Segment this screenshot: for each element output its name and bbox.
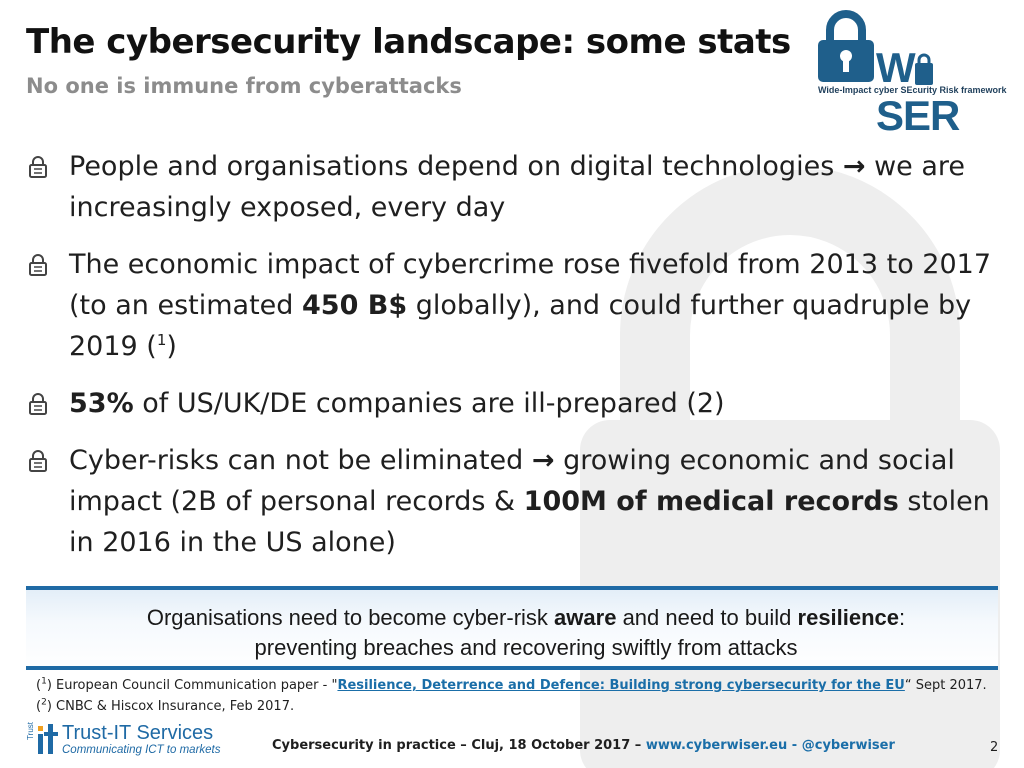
- footnote-1: (1) European Council Communication paper…: [36, 676, 987, 693]
- footnote-2: (2) CNBC & Hiscox Insurance, Feb 2017.: [36, 697, 295, 714]
- footer-separator: -: [791, 738, 798, 753]
- right-arrow-icon: →: [531, 445, 555, 476]
- wiser-lock-logo-icon: [818, 10, 874, 82]
- callout-text-part: :: [899, 605, 906, 630]
- padlock-bullet-icon: [29, 254, 47, 276]
- footer-event-text: Cybersecurity in practice – Cluj, 18 Oct…: [272, 738, 642, 753]
- bullet-text: People and organisations depend on digit…: [69, 151, 835, 182]
- callout-text-part: and need to build: [622, 605, 792, 630]
- padlock-bullet-icon: [29, 450, 47, 472]
- callout-bottom-rule: [26, 666, 998, 670]
- callout-text-part: Organisations need to become cyber-risk: [146, 605, 548, 630]
- bullet-text: globally), and could further quadruple b…: [69, 290, 972, 362]
- footer-twitter-handle[interactable]: @cyberwiser: [801, 738, 895, 753]
- footnote-number: 1: [41, 676, 47, 687]
- padlock-bullet-icon: [29, 393, 47, 415]
- footnote-paren: (: [36, 678, 42, 693]
- footer-event: Cybersecurity in practice – Cluj, 18 Oct…: [272, 738, 895, 753]
- wiser-logo-i-lock-icon: [915, 53, 933, 85]
- footnote-paren: (: [36, 699, 42, 714]
- trust-it-logo[interactable]: Trust Trust-IT Services Communicating IC…: [26, 720, 246, 760]
- bullet-text: we are increasingly exposed, every day: [69, 151, 966, 223]
- callout-text: Organisations need to become cyber-risk …: [26, 603, 1024, 663]
- wiser-logo-word: W SER: [876, 44, 960, 139]
- trust-it-mark-icon: [38, 724, 58, 754]
- bullet-text: ): [166, 331, 177, 362]
- footnote-paren: ): [46, 699, 52, 714]
- footer-website-link[interactable]: www.cyberwiser.eu: [645, 738, 788, 753]
- wiser-logo[interactable]: W SER Wide-Impact cyber SEcurity Risk fr…: [816, 8, 1007, 139]
- bullet-text: of US/UK/DE companies are ill-prepared (…: [142, 388, 725, 419]
- trust-it-tagline: Communicating ICT to markets: [62, 744, 221, 756]
- bullet-text: Cyber-risks can not be eliminated: [69, 445, 524, 476]
- footnote-ref: 1: [156, 331, 167, 349]
- bullet-text: growing economic and social impact (2B o…: [69, 445, 955, 517]
- footnote-number: 2: [41, 697, 47, 708]
- callout-highlight: resilience: [797, 605, 900, 630]
- callout-highlight: aware: [554, 605, 617, 630]
- trust-it-name: Trust-IT Services: [62, 722, 214, 744]
- bullet-item: People and organisations depend on digit…: [26, 146, 1006, 228]
- slide-title: The cybersecurity landscape: some stats: [26, 22, 791, 62]
- page-number: 2: [990, 740, 999, 755]
- callout-top-rule: [26, 586, 998, 590]
- bullet-highlight: 53%: [69, 388, 134, 419]
- bullet-item: Cyber-risks can not be eliminated → grow…: [26, 440, 1006, 563]
- footnote-text: “ Sept 2017.: [904, 678, 987, 693]
- footnote-text: European Council Communication paper - ": [56, 678, 338, 693]
- right-arrow-icon: →: [842, 151, 866, 182]
- callout-band: [26, 590, 998, 668]
- footnote-link[interactable]: Resilience, Deterrence and Defence: Buil…: [337, 678, 905, 693]
- bullet-list: People and organisations depend on digit…: [26, 146, 1006, 579]
- bullet-highlight: 450 B$: [302, 290, 408, 321]
- bullet-text: stolen in 2016 in the US alone): [69, 486, 990, 558]
- padlock-bullet-icon: [29, 156, 47, 178]
- footnote-paren: ): [46, 678, 52, 693]
- bullet-item: 53% of US/UK/DE companies are ill-prepar…: [26, 383, 1006, 424]
- footnote-text: CNBC & Hiscox Insurance, Feb 2017.: [56, 699, 295, 714]
- wiser-logo-tagline: Wide-Impact cyber SEcurity Risk framewor…: [818, 85, 1007, 95]
- slide-subtitle: No one is immune from cyberattacks: [26, 74, 462, 98]
- bullet-item: The economic impact of cybercrime rose f…: [26, 244, 1006, 367]
- bullet-text: The economic impact of cybercrime rose f…: [69, 249, 992, 321]
- trust-it-vertical-text: Trust: [26, 722, 35, 740]
- bullet-highlight: 100M of medical records: [523, 486, 899, 517]
- callout-line-2: preventing breaches and recovering swift…: [254, 635, 798, 660]
